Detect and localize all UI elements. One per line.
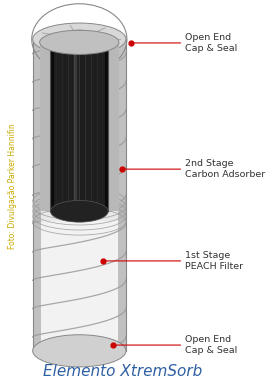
- Bar: [50, 42, 54, 211]
- Bar: [33, 201, 126, 222]
- Bar: [33, 39, 126, 351]
- Ellipse shape: [33, 335, 126, 367]
- Ellipse shape: [33, 23, 126, 55]
- Bar: [50, 42, 108, 211]
- Text: Open End
Cap & Seal: Open End Cap & Seal: [184, 33, 237, 53]
- Bar: [105, 42, 108, 211]
- Text: Open End
Cap & Seal: Open End Cap & Seal: [184, 335, 237, 355]
- Bar: [40, 42, 50, 211]
- Bar: [33, 201, 41, 222]
- Text: Elemento XtremSorb: Elemento XtremSorb: [43, 364, 202, 379]
- Ellipse shape: [65, 30, 93, 48]
- Ellipse shape: [40, 30, 119, 54]
- Bar: [118, 201, 126, 222]
- Text: 1st Stage
PEACH Filter: 1st Stage PEACH Filter: [184, 251, 243, 271]
- Bar: [118, 39, 126, 351]
- Bar: [33, 39, 41, 351]
- Ellipse shape: [50, 201, 108, 222]
- Text: 2nd Stage
Carbon Adsorber: 2nd Stage Carbon Adsorber: [184, 159, 265, 179]
- Bar: [108, 42, 119, 211]
- Text: Foto: Divulgação Parker Hannifin: Foto: Divulgação Parker Hannifin: [8, 123, 17, 249]
- Ellipse shape: [50, 31, 108, 53]
